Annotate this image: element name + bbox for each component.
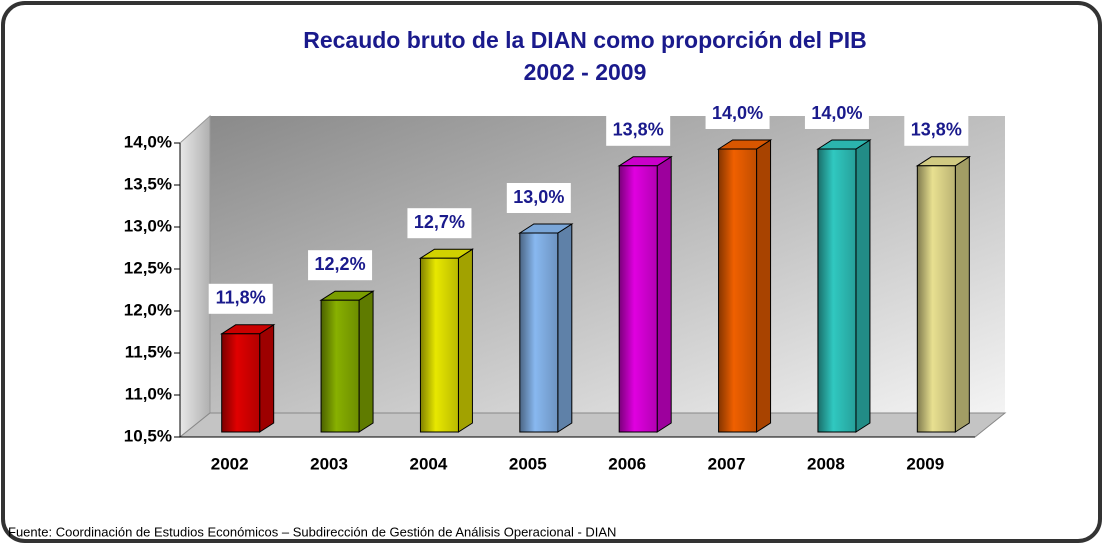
value-label: 13,8%: [613, 120, 664, 140]
x-tick-label: 2006: [608, 454, 646, 473]
x-tick-label: 2009: [906, 454, 944, 473]
value-label-box: [208, 283, 273, 314]
bar: [817, 148, 857, 433]
x-tick-label: 2002: [211, 454, 249, 473]
bar: [320, 299, 360, 433]
back-wall: [210, 116, 1005, 413]
value-label: 12,2%: [315, 254, 366, 274]
bar-side: [358, 290, 374, 433]
bar-side: [457, 248, 473, 433]
bar: [718, 148, 758, 433]
x-tick-label: 2005: [509, 454, 547, 473]
bar: [916, 165, 956, 433]
value-label: 11,8%: [216, 288, 266, 308]
y-tick-label: 12,5%: [124, 258, 172, 277]
source-note: Fuente: Coordinación de Estudios Económi…: [8, 524, 616, 539]
y-tick-label: 12,0%: [124, 300, 172, 319]
value-label-box: [606, 115, 671, 146]
bar: [419, 257, 459, 433]
y-tick-label: 11,0%: [125, 384, 172, 403]
chart-title: Recaudo bruto de la DIAN como proporción…: [303, 27, 867, 53]
y-tick-label: 10,5%: [124, 426, 172, 445]
x-tick-label: 2003: [310, 454, 348, 473]
value-label: 12,7%: [414, 212, 465, 232]
chart-subtitle: 2002 - 2009: [524, 59, 647, 85]
bar: [221, 333, 261, 433]
value-label: 14,0%: [811, 103, 862, 123]
x-tick-label: 2007: [708, 454, 746, 473]
bar-side: [557, 223, 573, 433]
value-label-box: [308, 250, 373, 281]
y-tick-label: 13,0%: [124, 216, 172, 235]
value-label: 13,0%: [513, 187, 564, 207]
value-label-box: [407, 208, 472, 239]
value-label: 13,8%: [911, 120, 962, 140]
floor: [178, 412, 1007, 438]
bar-side: [756, 139, 772, 433]
value-label: 14,0%: [712, 103, 763, 123]
value-label-box: [904, 115, 969, 146]
x-tick-label: 2004: [410, 454, 448, 473]
y-tick-label: 13,5%: [124, 174, 172, 193]
y-tick-label: 11,5%: [125, 342, 172, 361]
bar: [618, 165, 658, 433]
value-label-box: [506, 183, 571, 213]
y-tick-label: 14,0%: [124, 132, 172, 151]
bar-side: [855, 139, 871, 433]
bar-side: [656, 155, 672, 433]
value-label-box: [804, 99, 869, 129]
value-label-box: [705, 99, 770, 129]
bar-side: [259, 323, 275, 433]
bar: [519, 232, 559, 433]
x-tick-label: 2008: [807, 454, 845, 473]
side-wall: [179, 114, 211, 439]
bar-side: [954, 155, 970, 433]
